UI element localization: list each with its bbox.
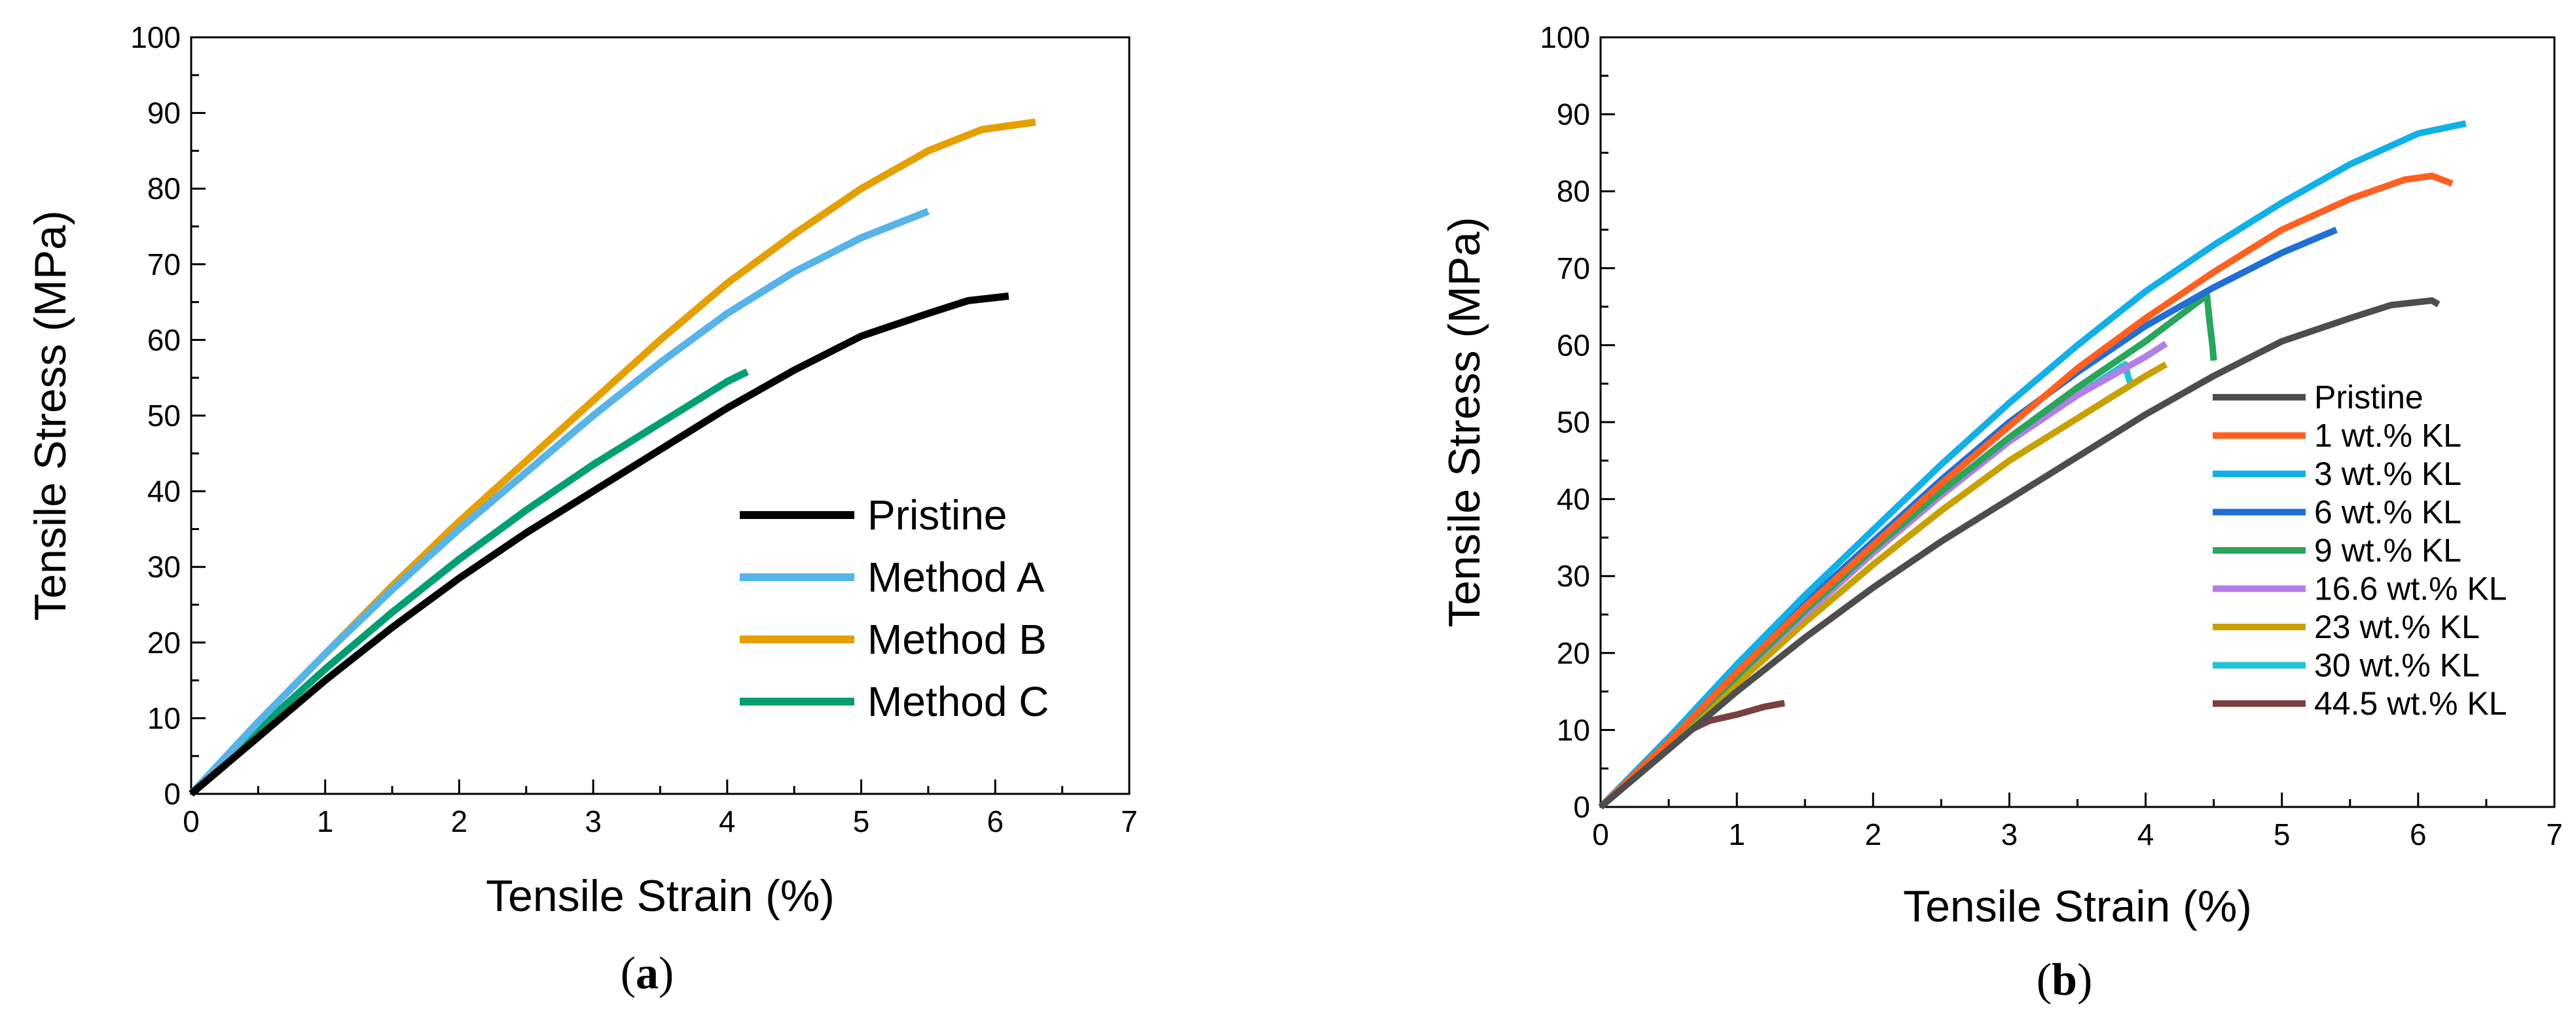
legend-label: 44.5 wt.% KL: [2314, 685, 2507, 722]
legend-label: 23 wt.% KL: [2314, 609, 2480, 645]
y-tick-label: 50: [147, 399, 181, 433]
legend-label: 30 wt.% KL: [2314, 647, 2480, 684]
legend-label: Method A: [867, 554, 1045, 601]
y-tick-label: 80: [147, 171, 181, 206]
y-tick-label: 50: [1557, 405, 1590, 439]
x-tick-label: 5: [853, 804, 870, 838]
y-tick-label: 30: [147, 550, 181, 584]
y-tick-label: 60: [147, 323, 181, 357]
series-line-pristine: [189, 292, 1009, 797]
x-tick-label: 2: [451, 804, 468, 838]
x-tick-label: 4: [719, 804, 736, 838]
y-tick-label: 40: [147, 474, 181, 509]
legend-item: 30 wt.% KL: [2213, 647, 2480, 684]
x-tick-label: 3: [585, 804, 602, 838]
legend-label: Pristine: [867, 492, 1007, 539]
legend-label: 16.6 wt.% KL: [2314, 571, 2507, 607]
y-tick-label: 70: [147, 247, 181, 281]
y-tick-label: 90: [1557, 98, 1590, 132]
y-tick-label: 70: [1557, 251, 1590, 285]
panel-label-letter: b: [2052, 955, 2077, 1005]
y-tick-label: 10: [147, 701, 181, 735]
x-tick-label: 1: [317, 804, 334, 838]
legend-label: Method C: [867, 678, 1049, 725]
panel-label: (b): [2037, 955, 2093, 1005]
legend-item: 1 wt.% KL: [2213, 418, 2461, 454]
y-tick-label: 30: [1557, 559, 1590, 593]
y-tick-label: 100: [1540, 20, 1590, 54]
legend-label: 1 wt.% KL: [2314, 418, 2461, 454]
legend-item: 23 wt.% KL: [2213, 609, 2480, 645]
legend-item: Pristine: [2213, 379, 2423, 416]
x-tick-label: 6: [987, 804, 1004, 838]
x-tick-label: 5: [2274, 817, 2291, 851]
y-axis-title: Tensile Stress (MPa): [26, 210, 75, 620]
x-tick-label: 1: [1728, 817, 1745, 851]
legend-item: 6 wt.% KL: [2213, 494, 2461, 531]
panel-label-close: ): [659, 948, 674, 999]
y-tick-label: 80: [1557, 174, 1590, 208]
legend: Pristine Method A Method B Method C: [740, 492, 1049, 725]
panel-label: (a): [621, 948, 674, 999]
series-line-method-c: [189, 368, 750, 796]
series-line-23-wt-kl: [1598, 361, 2168, 810]
legend-label: 9 wt.% KL: [2314, 532, 2461, 569]
y-tick-label: 20: [1557, 636, 1590, 670]
legend-label: Method B: [867, 616, 1047, 663]
y-tick-label: 90: [147, 96, 181, 130]
legend-item: 9 wt.% KL: [2213, 532, 2461, 569]
panel-label-open: (: [621, 948, 636, 999]
legend-item: Method C: [740, 678, 1049, 725]
panel-label-close: ): [2077, 955, 2092, 1005]
x-tick-label: 0: [1592, 817, 1609, 851]
y-axis-title: Tensile Stress (MPa): [1440, 217, 1489, 627]
legend-item: Method B: [740, 616, 1047, 663]
x-tick-label: 7: [2546, 817, 2563, 851]
series-line-3-wt-kl: [1598, 120, 2467, 810]
x-tick-label: 7: [1121, 804, 1138, 838]
legend-item: Method A: [740, 554, 1045, 601]
x-tick-label: 3: [2001, 817, 2018, 851]
y-tick-label: 20: [147, 626, 181, 660]
y-tick-label: 0: [164, 777, 181, 811]
x-tick-label: 4: [2137, 817, 2154, 851]
x-axis-title: Tensile Strain (%): [486, 871, 835, 921]
y-tick-label: 60: [1557, 328, 1590, 362]
series-line-pristine: [1598, 297, 2440, 810]
series-lines: [188, 118, 1036, 797]
x-tick-label: 6: [2410, 817, 2427, 851]
panel-label-letter: a: [636, 948, 659, 999]
y-tick-label: 100: [130, 20, 181, 54]
x-tick-label: 0: [183, 804, 200, 838]
y-tick-label: 40: [1557, 482, 1590, 516]
legend-item: 16.6 wt.% KL: [2213, 571, 2507, 607]
x-axis-title: Tensile Strain (%): [1903, 882, 2252, 931]
panel-label-open: (: [2037, 955, 2052, 1005]
legend-label: 6 wt.% KL: [2314, 494, 2461, 531]
legend-label: 3 wt.% KL: [2314, 456, 2461, 492]
series-line-1-wt-kl: [1598, 172, 2454, 810]
series-lines: [1598, 120, 2467, 810]
x-tick-label: 2: [1864, 817, 1881, 851]
legend-item: Pristine: [740, 492, 1007, 539]
y-tick-label: 10: [1557, 713, 1590, 747]
y-tick-label: 0: [1573, 790, 1590, 824]
series-line-method-a: [188, 207, 930, 796]
legend-label: Pristine: [2314, 379, 2423, 416]
legend-item: 44.5 wt.% KL: [2213, 685, 2507, 722]
legend-item: 3 wt.% KL: [2213, 456, 2461, 492]
